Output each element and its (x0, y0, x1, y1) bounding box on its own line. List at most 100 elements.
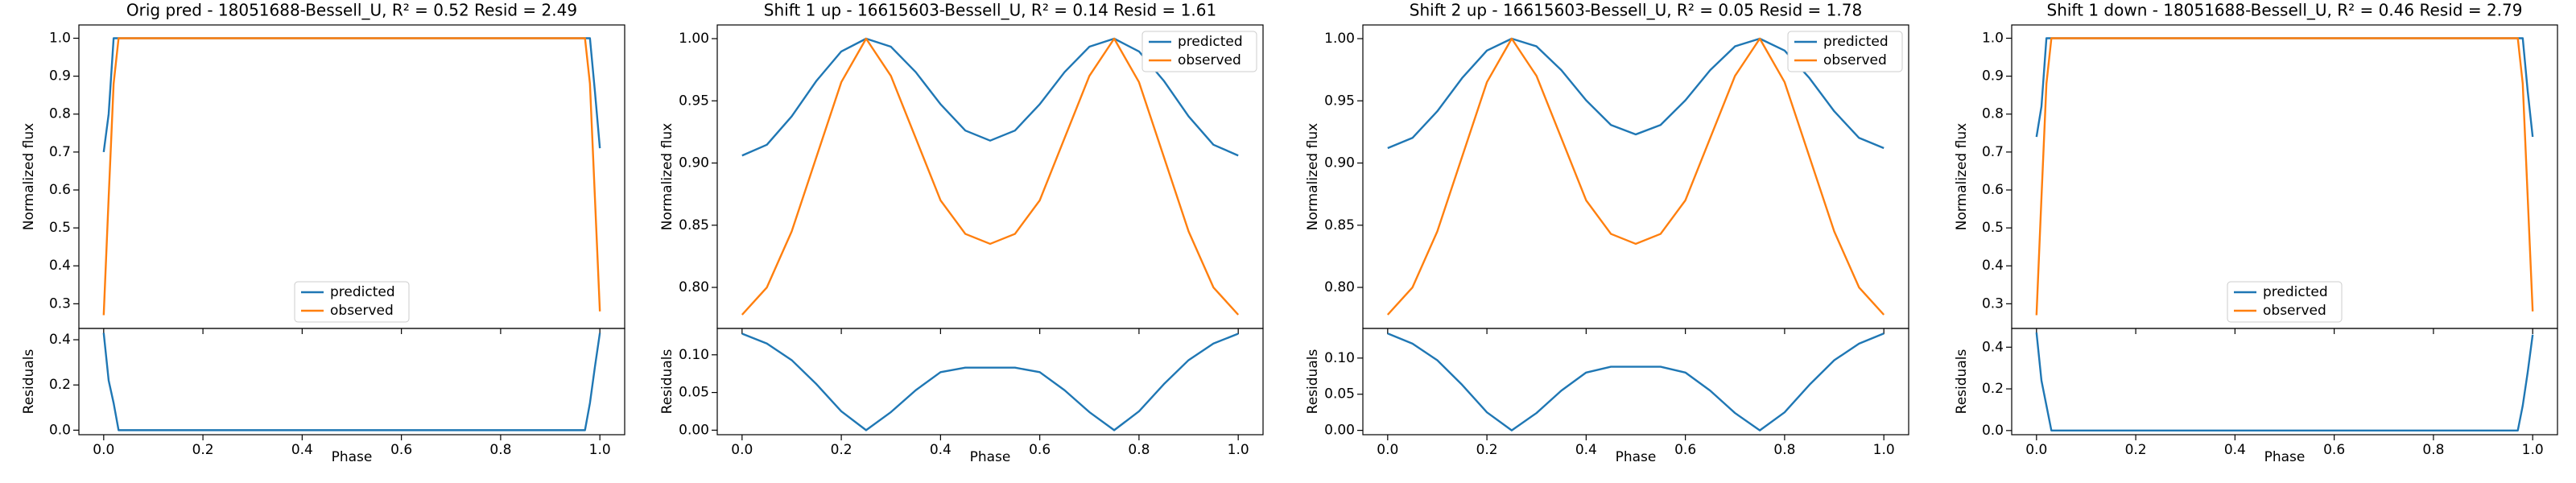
x-tick-label: 0.6 (2323, 442, 2345, 458)
residual-y-axis-label: Residuals (1305, 349, 1321, 415)
legend-label: predicted (2263, 284, 2328, 300)
x-tick-label: 1.0 (2522, 442, 2544, 458)
data-line (2035, 37, 2534, 138)
residual-y-tick-label: 0.0 (1982, 423, 2004, 439)
x-tick-label: 0.0 (2025, 442, 2047, 458)
residual-y-tick-label: 0.2 (1982, 381, 2004, 397)
x-axis-label: Phase (1616, 449, 1657, 465)
y-tick-label: 1.00 (679, 31, 709, 47)
legend-label: predicted (1178, 34, 1243, 50)
residual-y-axis-label: Residuals (21, 349, 37, 415)
y-axis-label: Normalized flux (1305, 123, 1321, 230)
x-tick-label: 1.0 (589, 442, 611, 458)
y-tick-label: 1.0 (49, 30, 71, 46)
y-tick-label: 0.95 (1324, 93, 1355, 109)
legend-label: observed (2263, 303, 2326, 319)
y-tick-label: 0.7 (49, 144, 71, 160)
x-axis-label: Phase (970, 449, 1011, 465)
residual-y-tick-label: 0.2 (49, 377, 71, 393)
y-tick-label: 0.5 (1982, 220, 2004, 236)
y-tick-label: 0.4 (1982, 258, 2004, 274)
y-tick-label: 0.80 (679, 279, 709, 295)
x-tick-label: 0.6 (390, 442, 412, 458)
axes-frame (2011, 328, 2558, 436)
residual-line (1387, 332, 1885, 431)
x-tick-label: 1.0 (1873, 442, 1895, 458)
data-line (1386, 37, 1885, 316)
y-tick-label: 0.95 (679, 93, 709, 109)
residual-line (102, 332, 601, 431)
residual-y-tick-label: 0.4 (1982, 339, 2004, 355)
y-tick-label: 0.9 (49, 68, 71, 85)
legend-label: observed (1823, 52, 1887, 68)
residual-y-tick-label: 0.10 (679, 347, 709, 363)
x-axis-label: Phase (2264, 449, 2306, 465)
y-tick-label: 0.5 (49, 220, 71, 236)
x-tick-label: 0.0 (731, 442, 753, 458)
y-tick-label: 0.85 (1324, 217, 1355, 233)
data-line (102, 37, 601, 153)
x-tick-label: 0.6 (1029, 442, 1051, 458)
x-tick-label: 1.0 (1228, 442, 1249, 458)
residual-y-tick-label: 0.4 (49, 332, 71, 348)
data-line (2035, 37, 2534, 316)
y-axis-label: Normalized flux (1954, 123, 1970, 230)
legend-label: observed (330, 303, 394, 319)
x-tick-label: 0.4 (2224, 442, 2246, 458)
residual-y-axis-label: Residuals (1954, 349, 1970, 415)
residual-y-axis-label: Residuals (659, 349, 675, 415)
x-tick-label: 0.8 (489, 442, 511, 458)
y-tick-label: 0.3 (1982, 295, 2004, 312)
residual-y-tick-label: 0.00 (679, 422, 709, 438)
x-tick-label: 0.2 (831, 442, 852, 458)
x-tick-label: 0.4 (1575, 442, 1597, 458)
y-tick-label: 0.4 (49, 258, 71, 274)
axes-frame (78, 328, 625, 436)
legend-label: observed (1178, 52, 1241, 68)
y-tick-label: 1.0 (1982, 30, 2004, 46)
y-tick-label: 0.3 (49, 295, 71, 312)
residual-y-tick-label: 0.10 (1324, 350, 1355, 366)
x-tick-label: 0.2 (192, 442, 214, 458)
y-tick-label: 0.80 (1324, 279, 1355, 295)
y-axis-label: Normalized flux (21, 123, 37, 230)
x-tick-label: 0.6 (1674, 442, 1696, 458)
x-tick-label: 0.0 (1377, 442, 1398, 458)
legend-label: predicted (1823, 34, 1889, 50)
x-tick-label: 0.0 (93, 442, 114, 458)
x-tick-label: 0.2 (2125, 442, 2147, 458)
data-line (741, 37, 1240, 316)
y-tick-label: 0.7 (1982, 144, 2004, 160)
y-tick-label: 0.9 (1982, 68, 2004, 85)
legend-label: predicted (330, 284, 395, 300)
x-tick-label: 0.4 (930, 442, 952, 458)
residual-y-tick-label: 0.00 (1324, 423, 1355, 439)
y-tick-label: 0.6 (1982, 182, 2004, 198)
data-line (102, 37, 601, 316)
y-tick-label: 0.90 (1324, 155, 1355, 171)
y-tick-label: 0.6 (49, 182, 71, 198)
residual-y-tick-label: 0.05 (1324, 386, 1355, 402)
axes-frame (716, 328, 1264, 436)
y-axis-label: Normalized flux (659, 123, 675, 230)
axes-frame (1362, 328, 1909, 436)
y-tick-label: 0.85 (679, 217, 709, 233)
chart-title: Shift 1 up - 16615603-Bessell_U, R² = 0.… (764, 1, 1216, 20)
y-tick-label: 0.8 (1982, 106, 2004, 122)
x-tick-label: 0.2 (1476, 442, 1498, 458)
residual-y-tick-label: 0.05 (679, 385, 709, 401)
x-tick-label: 0.8 (1128, 442, 1150, 458)
residual-line (741, 332, 1239, 431)
x-tick-label: 0.4 (291, 442, 313, 458)
chart-title: Orig pred - 18051688-Bessell_U, R² = 0.5… (126, 1, 577, 20)
chart-title: Shift 1 down - 18051688-Bessell_U, R² = … (2047, 1, 2523, 20)
y-tick-label: 1.00 (1324, 31, 1355, 47)
y-tick-label: 0.90 (679, 155, 709, 171)
residual-y-tick-label: 0.0 (49, 422, 71, 438)
residual-line (2035, 332, 2534, 432)
y-tick-label: 0.8 (49, 106, 71, 122)
x-tick-label: 0.8 (1773, 442, 1795, 458)
x-tick-label: 0.8 (2422, 442, 2444, 458)
x-axis-label: Phase (332, 449, 373, 465)
